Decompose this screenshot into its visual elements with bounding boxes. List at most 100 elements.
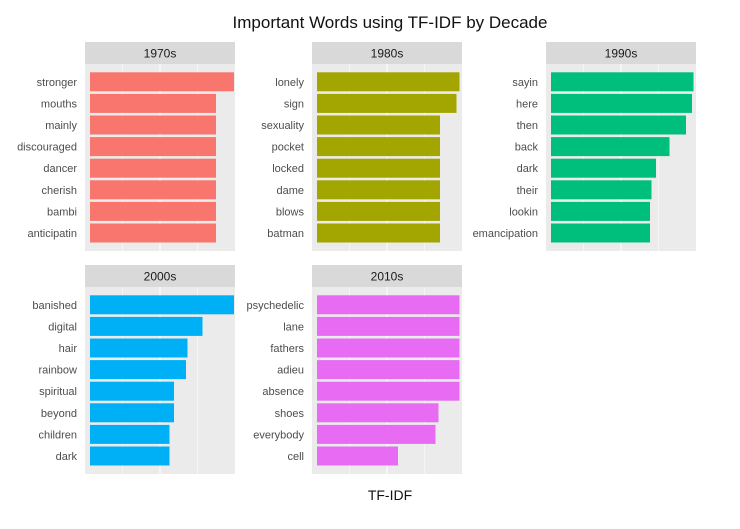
bar-1990s-sayin (551, 72, 694, 92)
bar-2010s-lane (317, 316, 460, 336)
tick-label-2010s-shoes: shoes (275, 408, 305, 420)
tick-label-1990s-emancipation: emancipation (473, 228, 538, 240)
facet-title-1970s: 1970s (144, 47, 177, 61)
tick-label-1970s-mainly: mainly (45, 120, 77, 132)
tick-label-2010s-adieu: adieu (277, 365, 304, 377)
tick-label-1970s-discouraged: discouraged (17, 142, 77, 154)
bar-2010s-psychedelic (317, 295, 460, 315)
tick-label-1990s-here: here (516, 98, 538, 110)
bar-2010s-adieu (317, 360, 460, 380)
tick-label-1980s-lonely: lonely (275, 77, 304, 89)
bar-1980s-pocket (317, 137, 440, 157)
facet-2010s: 2010s psychedelic lane fathers adieu absence s… (247, 265, 462, 474)
bar-2010s-fathers (317, 338, 460, 358)
bar-1990s-back (551, 137, 670, 157)
tick-label-2010s-lane: lane (283, 321, 304, 333)
tick-label-1990s-sayin: sayin (512, 77, 538, 89)
bar-2010s-cell (317, 446, 398, 466)
tick-label-2000s-banished: banished (32, 300, 77, 312)
bar-1990s-emancipation (551, 223, 650, 243)
bar-1970s-bambi (90, 201, 216, 221)
tick-label-2000s-beyond: beyond (41, 408, 77, 420)
facet-strip-2010s (312, 265, 462, 287)
bar-2000s-digital (90, 316, 203, 336)
facet-title-1980s: 1980s (371, 47, 404, 61)
facet-1970s: 1970s stronger mouths mainly discouraged danc… (17, 42, 235, 251)
tick-label-2010s-everybody: everybody (253, 429, 304, 441)
bar-1980s-sign (317, 93, 457, 113)
bar-1980s-sexuality (317, 115, 440, 135)
tick-label-1980s-blows: blows (276, 206, 305, 218)
bar-2000s-spiritual (90, 381, 174, 401)
bar-2000s-children (90, 424, 170, 444)
tick-label-2010s-absence: absence (262, 386, 304, 398)
bar-1990s-dark (551, 158, 656, 178)
tick-label-2000s-dark: dark (56, 451, 78, 463)
tick-label-1970s-cherish: cherish (42, 185, 77, 197)
bar-2010s-shoes (317, 403, 439, 423)
tick-label-2010s-psychedelic: psychedelic (247, 300, 305, 312)
bar-1970s-discouraged (90, 137, 216, 157)
x-axis-label: TF-IDF (368, 487, 412, 503)
tick-label-1990s-dark: dark (517, 163, 539, 175)
bar-1970s-mainly (90, 115, 216, 135)
bar-2000s-banished (90, 295, 234, 315)
tick-label-1980s-locked: locked (272, 163, 304, 175)
tick-label-2000s-children: children (38, 429, 77, 441)
bar-1970s-stronger (90, 72, 234, 92)
bar-1990s-here (551, 93, 692, 113)
facet-strip-1970s (85, 42, 235, 64)
tick-label-1980s-dame: dame (276, 185, 304, 197)
tick-label-1970s-mouths: mouths (41, 98, 78, 110)
tick-label-1970s-anticipatin: anticipatin (27, 228, 77, 240)
bar-1980s-dame (317, 180, 440, 200)
facet-title-1990s: 1990s (605, 47, 638, 61)
bar-2010s-everybody (317, 424, 436, 444)
bar-1970s-mouths (90, 93, 216, 113)
bar-2000s-rainbow (90, 360, 186, 380)
bar-2000s-beyond (90, 403, 174, 423)
bar-1980s-lonely (317, 72, 460, 92)
tick-label-2000s-rainbow: rainbow (38, 365, 77, 377)
tick-label-2010s-cell: cell (287, 451, 304, 463)
chart-title: Important Words using TF-IDF by Decade (233, 13, 548, 32)
bar-1980s-blows (317, 201, 440, 221)
bar-1990s-lookin (551, 201, 650, 221)
tick-label-2010s-fathers: fathers (270, 343, 304, 355)
bar-1970s-dancer (90, 158, 216, 178)
bar-2000s-hair (90, 338, 188, 358)
tick-label-1990s-lookin: lookin (509, 206, 538, 218)
bar-1970s-cherish (90, 180, 216, 200)
tick-label-2000s-hair: hair (59, 343, 78, 355)
facet-1980s: 1980s lonely sign sexuality pocket locked dame… (261, 42, 462, 251)
bar-1970s-anticipatin (90, 223, 216, 243)
tick-label-1980s-sexuality: sexuality (261, 120, 304, 132)
tick-label-1980s-batman: batman (267, 228, 304, 240)
tick-label-1980s-pocket: pocket (272, 142, 304, 154)
bar-1980s-batman (317, 223, 440, 243)
facet-strip-1990s (546, 42, 696, 64)
tick-label-1990s-then: then (517, 120, 538, 132)
tick-label-1980s-sign: sign (284, 98, 304, 110)
facet-2000s: 2000s banished digital hair rainbow spiritual… (32, 265, 235, 474)
facet-title-2000s: 2000s (144, 270, 177, 284)
bar-1990s-then (551, 115, 686, 135)
tick-label-1970s-bambi: bambi (47, 206, 77, 218)
tick-label-1970s-stronger: stronger (37, 77, 78, 89)
bar-2010s-absence (317, 381, 460, 401)
tick-label-1990s-their: their (517, 185, 539, 197)
facet-panels: 1970s stronger mouths mainly discouraged danc… (17, 42, 696, 474)
tick-label-1970s-dancer: dancer (43, 163, 77, 175)
facet-title-2010s: 2010s (371, 270, 404, 284)
bar-2000s-dark (90, 446, 170, 466)
tick-label-1990s-back: back (515, 142, 539, 154)
tick-label-2000s-spiritual: spiritual (39, 386, 77, 398)
facet-strip-2000s (85, 265, 235, 287)
facet-1990s: 1990s sayin here then back dark their lookin ema… (473, 42, 696, 251)
tick-label-2000s-digital: digital (48, 321, 77, 333)
bar-1980s-locked (317, 158, 440, 178)
bar-1990s-their (551, 180, 652, 200)
facet-strip-1980s (312, 42, 462, 64)
